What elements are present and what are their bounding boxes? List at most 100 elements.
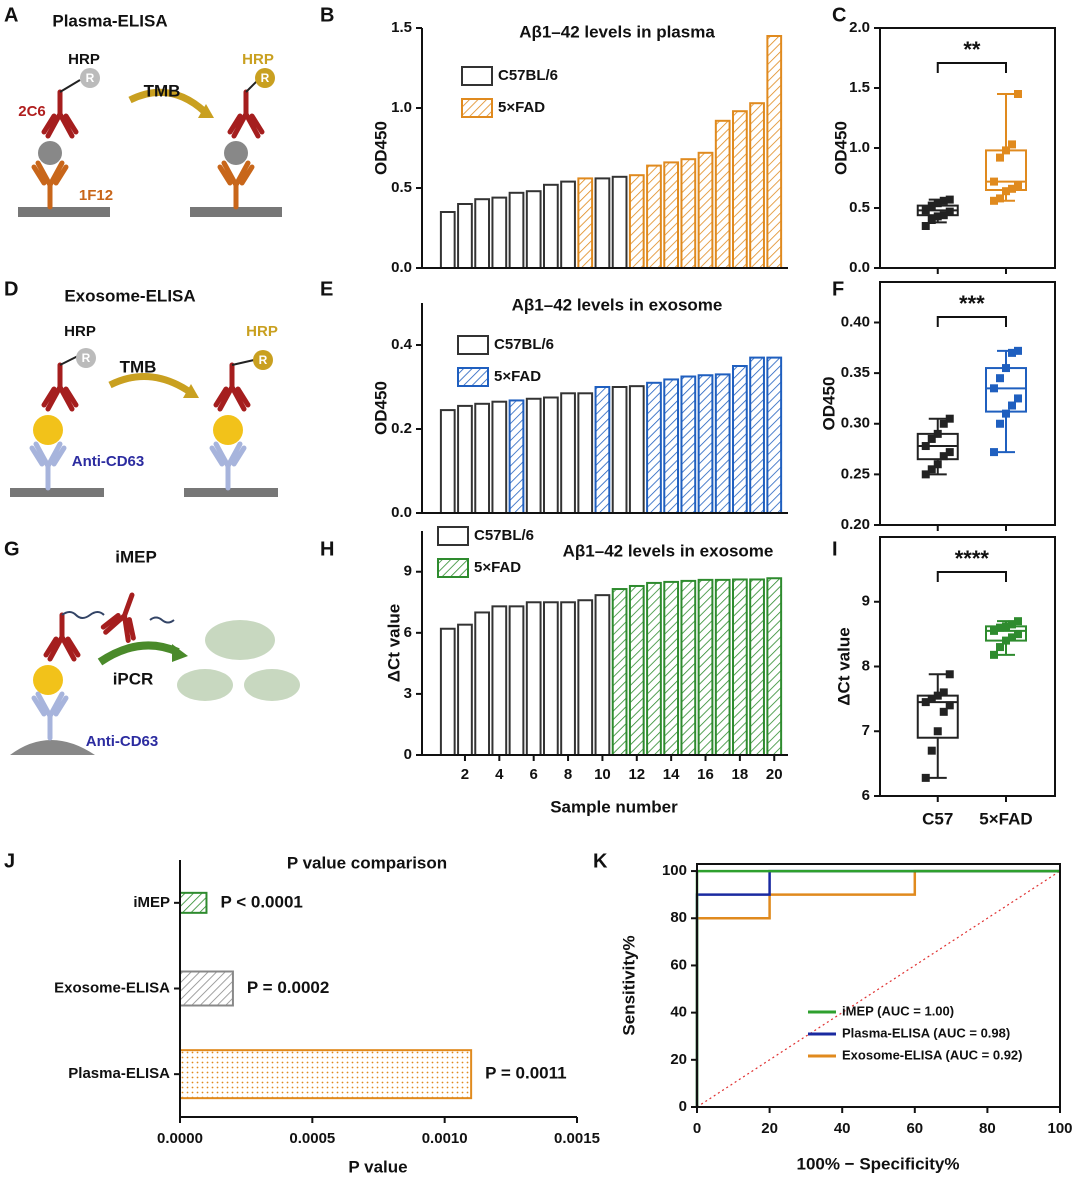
detection-antibody — [44, 92, 76, 136]
panel-label: F — [832, 278, 844, 300]
x-tick-label: 18 — [732, 766, 749, 783]
point — [990, 177, 998, 186]
point — [990, 626, 998, 635]
diagram-a: Plasma-ELISA HRP R TMB HRP R 2C6 1F12 — [18, 11, 282, 217]
point — [945, 195, 954, 204]
x-axis-label: P value — [348, 1157, 407, 1176]
exosome — [33, 415, 63, 445]
panel-label: D — [4, 278, 18, 300]
bar — [474, 611, 491, 756]
bar — [457, 203, 473, 269]
value-label: P = 0.0011 — [485, 1064, 566, 1083]
bar — [766, 356, 783, 514]
y-axis-label: OD450 — [819, 377, 838, 431]
legend-label: 5×FAD — [494, 368, 541, 385]
plate — [184, 488, 278, 497]
x-tick-label: 5×FAD — [979, 809, 1032, 828]
bar — [457, 623, 473, 756]
point — [927, 201, 936, 210]
y-tick-label: Exosome-ELISA — [54, 979, 170, 996]
label: Anti-CD63 — [72, 453, 145, 470]
panel-label: A — [4, 4, 18, 26]
bar — [577, 177, 594, 269]
point — [996, 623, 1004, 632]
x-tick-label: 80 — [979, 1120, 996, 1137]
bar — [179, 970, 234, 1007]
point — [1014, 394, 1022, 403]
plate — [18, 207, 110, 217]
capture-antibody — [32, 444, 64, 488]
bar — [474, 198, 491, 269]
point — [1008, 401, 1016, 410]
amplicon — [205, 620, 275, 660]
y-tick-label: 0.2 — [391, 420, 412, 437]
diagram-title: Plasma-ELISA — [52, 11, 167, 30]
bar — [628, 174, 645, 269]
point — [921, 698, 930, 707]
linker — [231, 359, 255, 366]
arrow — [108, 373, 192, 395]
label: TMB — [144, 81, 181, 100]
bar — [560, 180, 576, 270]
y-axis-label: ΔCt value — [834, 627, 853, 705]
linker — [59, 355, 79, 366]
label: HRP — [64, 323, 96, 340]
y-tick-label: 0 — [404, 746, 412, 763]
bar — [680, 579, 697, 757]
diagram-title: iMEP — [115, 547, 157, 566]
point — [939, 196, 948, 205]
bar — [732, 578, 748, 756]
linker — [59, 79, 81, 93]
y-tick-label: 0.0 — [391, 504, 412, 521]
label: 1F12 — [79, 187, 113, 204]
x-tick-label: 10 — [594, 766, 611, 783]
bar — [525, 397, 542, 515]
dna — [61, 611, 105, 619]
bar — [628, 584, 645, 756]
frame — [879, 281, 1056, 526]
point — [996, 419, 1004, 428]
y-tick-label: 60 — [670, 956, 687, 973]
significance: **** — [955, 546, 990, 571]
bar — [663, 580, 680, 757]
y-tick-label: 0.0 — [391, 259, 412, 276]
frame — [879, 536, 1056, 797]
reference-line — [696, 870, 1061, 1108]
x-tick-label: 8 — [564, 766, 572, 783]
bar — [749, 102, 765, 269]
arrow-head — [183, 384, 199, 398]
bar — [766, 577, 783, 757]
hrp — [76, 348, 96, 368]
y-tick-label: 0.0 — [849, 259, 870, 276]
point — [1008, 348, 1016, 357]
point — [927, 216, 936, 224]
diagram-g: iMEP iPCR Anti-CD63 — [10, 547, 300, 755]
point — [996, 643, 1004, 652]
x-tick-label: 40 — [834, 1120, 851, 1137]
y-tick-label: 0.25 — [841, 465, 870, 482]
detection-antibody — [216, 365, 248, 409]
arrow-head — [172, 644, 188, 662]
legend-label: 5×FAD — [498, 99, 545, 116]
panel-label: G — [4, 538, 20, 560]
point — [996, 153, 1004, 162]
y-tick-label: 3 — [404, 685, 412, 702]
capture-antibody — [212, 444, 244, 488]
y-tick-label: 0.5 — [849, 199, 870, 216]
point — [927, 465, 936, 474]
point — [1014, 182, 1022, 191]
legend-label: Exosome-ELISA (AUC = 0.92) — [842, 1047, 1022, 1062]
y-tick-label: 100 — [662, 862, 687, 879]
bar — [439, 409, 456, 515]
y-tick-label: 0.35 — [841, 364, 870, 381]
amplicon — [244, 669, 300, 701]
x-tick-label: 6 — [530, 766, 538, 783]
point — [1008, 620, 1016, 629]
plate — [190, 207, 282, 217]
x-tick-label: 0.0000 — [157, 1130, 203, 1147]
legend-swatch — [457, 367, 489, 387]
point — [921, 470, 930, 479]
y-axis-label: ΔCt value — [384, 604, 403, 682]
y-tick-label: 9 — [862, 593, 870, 610]
